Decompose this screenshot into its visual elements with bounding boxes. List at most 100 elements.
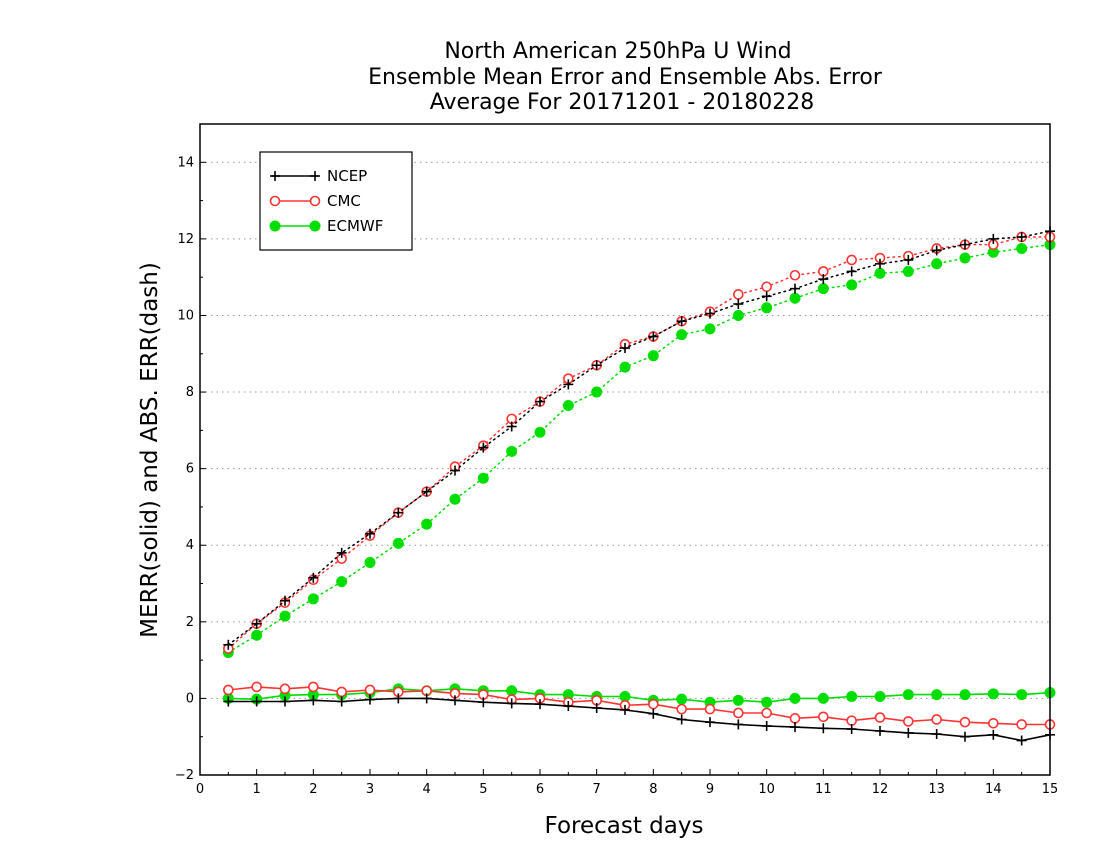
x-tick-label-10: 10: [758, 782, 775, 797]
point-ncep-mean-error-10: [506, 698, 517, 709]
point-ecmwf-abs-error-2: [279, 610, 291, 622]
x-tick-label-1: 1: [253, 782, 261, 797]
chart-title-line-1: North American 250hPa U Wind: [444, 39, 791, 64]
point-ecmwf-abs-error-4: [336, 576, 348, 588]
legend-label-ncep: NCEP: [327, 167, 367, 185]
legend-label-cmc: CMC: [327, 192, 361, 210]
point-ncep-abs-error-11: [535, 396, 545, 407]
legend-marker-ncep-start: [270, 171, 280, 181]
point-cmc-mean-error-24: [903, 716, 914, 727]
point-cmc-mean-error-26: [959, 716, 971, 728]
point-ncep-mean-error-16: [676, 714, 687, 725]
point-cmc-mean-error-0: [223, 684, 234, 696]
point-ecmwf-mean-error-23: [874, 690, 886, 702]
y-tick-label--2: −2: [175, 768, 194, 783]
point-cmc-abs-error-19: [761, 281, 772, 293]
point-ncep-abs-error-2: [280, 595, 290, 606]
point-ncep-abs-error-25: [931, 245, 942, 256]
point-ecmwf-abs-error-23: [874, 267, 886, 279]
x-tick-label-8: 8: [649, 782, 657, 797]
point-ncep-mean-error-1: [251, 696, 262, 707]
point-cmc-mean-error-28: [1016, 719, 1027, 730]
point-ncep-abs-error-24: [903, 254, 914, 265]
point-ecmwf-abs-error-14: [619, 361, 631, 373]
point-cmc-mean-error-4: [336, 686, 347, 698]
point-ecmwf-abs-error-26: [959, 252, 971, 264]
point-ncep-mean-error-27: [988, 729, 999, 740]
point-cmc-mean-error-25: [931, 714, 942, 725]
x-tick-label-7: 7: [593, 782, 601, 797]
point-ncep-mean-error-22: [846, 724, 857, 735]
point-ncep-mean-error-25: [931, 729, 942, 740]
point-ncep-abs-error-28: [1016, 231, 1027, 242]
point-ncep-abs-error-23: [875, 258, 885, 269]
series-ncep: [223, 226, 1055, 746]
point-cmc-mean-error-16: [676, 703, 687, 715]
point-ncep-mean-error-12: [563, 701, 574, 712]
point-ncep-mean-error-23: [875, 725, 885, 736]
point-ncep-mean-error-14: [620, 704, 630, 715]
point-ecmwf-abs-error-18: [732, 309, 744, 321]
point-ncep-abs-error-4: [336, 547, 347, 558]
point-ncep-abs-error-20: [790, 283, 800, 294]
point-ecmwf-mean-error-27: [987, 688, 999, 700]
x-tick-label-15: 15: [1042, 782, 1059, 797]
point-ncep-mean-error-0: [223, 696, 234, 707]
point-ncep-abs-error-10: [506, 421, 517, 432]
point-ecmwf-abs-error-19: [761, 302, 773, 314]
chart-title-line-3: Average For 20171201 - 20180228: [430, 90, 815, 115]
x-tick-label-13: 13: [928, 782, 945, 797]
point-ncep-abs-error-18: [733, 298, 744, 309]
point-ecmwf-abs-error-11: [534, 426, 546, 438]
point-ecmwf-abs-error-9: [477, 472, 489, 484]
plot-series: [222, 226, 1056, 746]
y-tick-label-4: 4: [186, 538, 194, 553]
point-ncep-abs-error-13: [591, 360, 602, 371]
point-cmc-abs-error-18: [733, 289, 744, 300]
point-ecmwf-abs-error-20: [789, 292, 801, 304]
point-ncep-abs-error-5: [365, 528, 375, 539]
point-ncep-abs-error-26: [960, 239, 970, 250]
point-cmc-mean-error-1: [251, 681, 262, 693]
point-ncep-abs-error-16: [676, 316, 687, 327]
point-cmc-mean-error-15: [648, 698, 659, 710]
point-ecmwf-abs-error-12: [562, 399, 574, 411]
point-cmc-mean-error-27: [988, 718, 999, 729]
point-ecmwf-mean-error-28: [1016, 689, 1028, 701]
point-cmc-mean-error-22: [846, 715, 857, 726]
legend-label-ecmwf: ECMWF: [327, 217, 383, 235]
x-tick-label-11: 11: [815, 782, 832, 797]
point-ecmwf-abs-error-13: [591, 386, 603, 398]
point-ncep-abs-error-9: [478, 442, 489, 453]
y-tick-label-6: 6: [186, 462, 194, 477]
point-ncep-mean-error-2: [280, 696, 290, 707]
point-ncep-abs-error-6: [393, 507, 404, 518]
point-ncep-mean-error-24: [903, 727, 914, 738]
point-cmc-mean-error-20: [789, 713, 801, 724]
point-ecmwf-abs-error-7: [421, 518, 433, 530]
legend: NCEP CMC ECMWF: [259, 151, 413, 251]
legend-marker-cmc-end: [309, 195, 321, 207]
legend-item-cmc: CMC: [269, 192, 361, 210]
point-ncep-mean-error-4: [336, 696, 347, 707]
point-ncep-mean-error-18: [733, 719, 744, 730]
point-ecmwf-mean-error-19: [761, 696, 773, 708]
point-ecmwf-mean-error-20: [789, 692, 801, 704]
point-ncep-mean-error-11: [535, 699, 545, 710]
x-tick-label-14: 14: [985, 782, 1002, 797]
point-ncep-mean-error-26: [960, 731, 970, 742]
point-ecmwf-abs-error-16: [676, 329, 688, 341]
y-tick-label-0: 0: [186, 691, 194, 706]
point-ecmwf-mean-error-14: [619, 690, 631, 702]
point-ncep-abs-error-0: [223, 639, 234, 650]
legend-marker-ecmwf-start: [269, 220, 281, 232]
line-cmc-mean-error: [228, 686, 1050, 726]
x-tick-label-3: 3: [366, 782, 374, 797]
point-ecmwf-abs-error-15: [647, 350, 659, 362]
x-tick-label-2: 2: [309, 782, 317, 797]
point-ecmwf-mean-error-22: [846, 690, 858, 702]
point-ecmwf-mean-error-21: [817, 692, 829, 704]
point-ncep-mean-error-21: [818, 723, 829, 734]
